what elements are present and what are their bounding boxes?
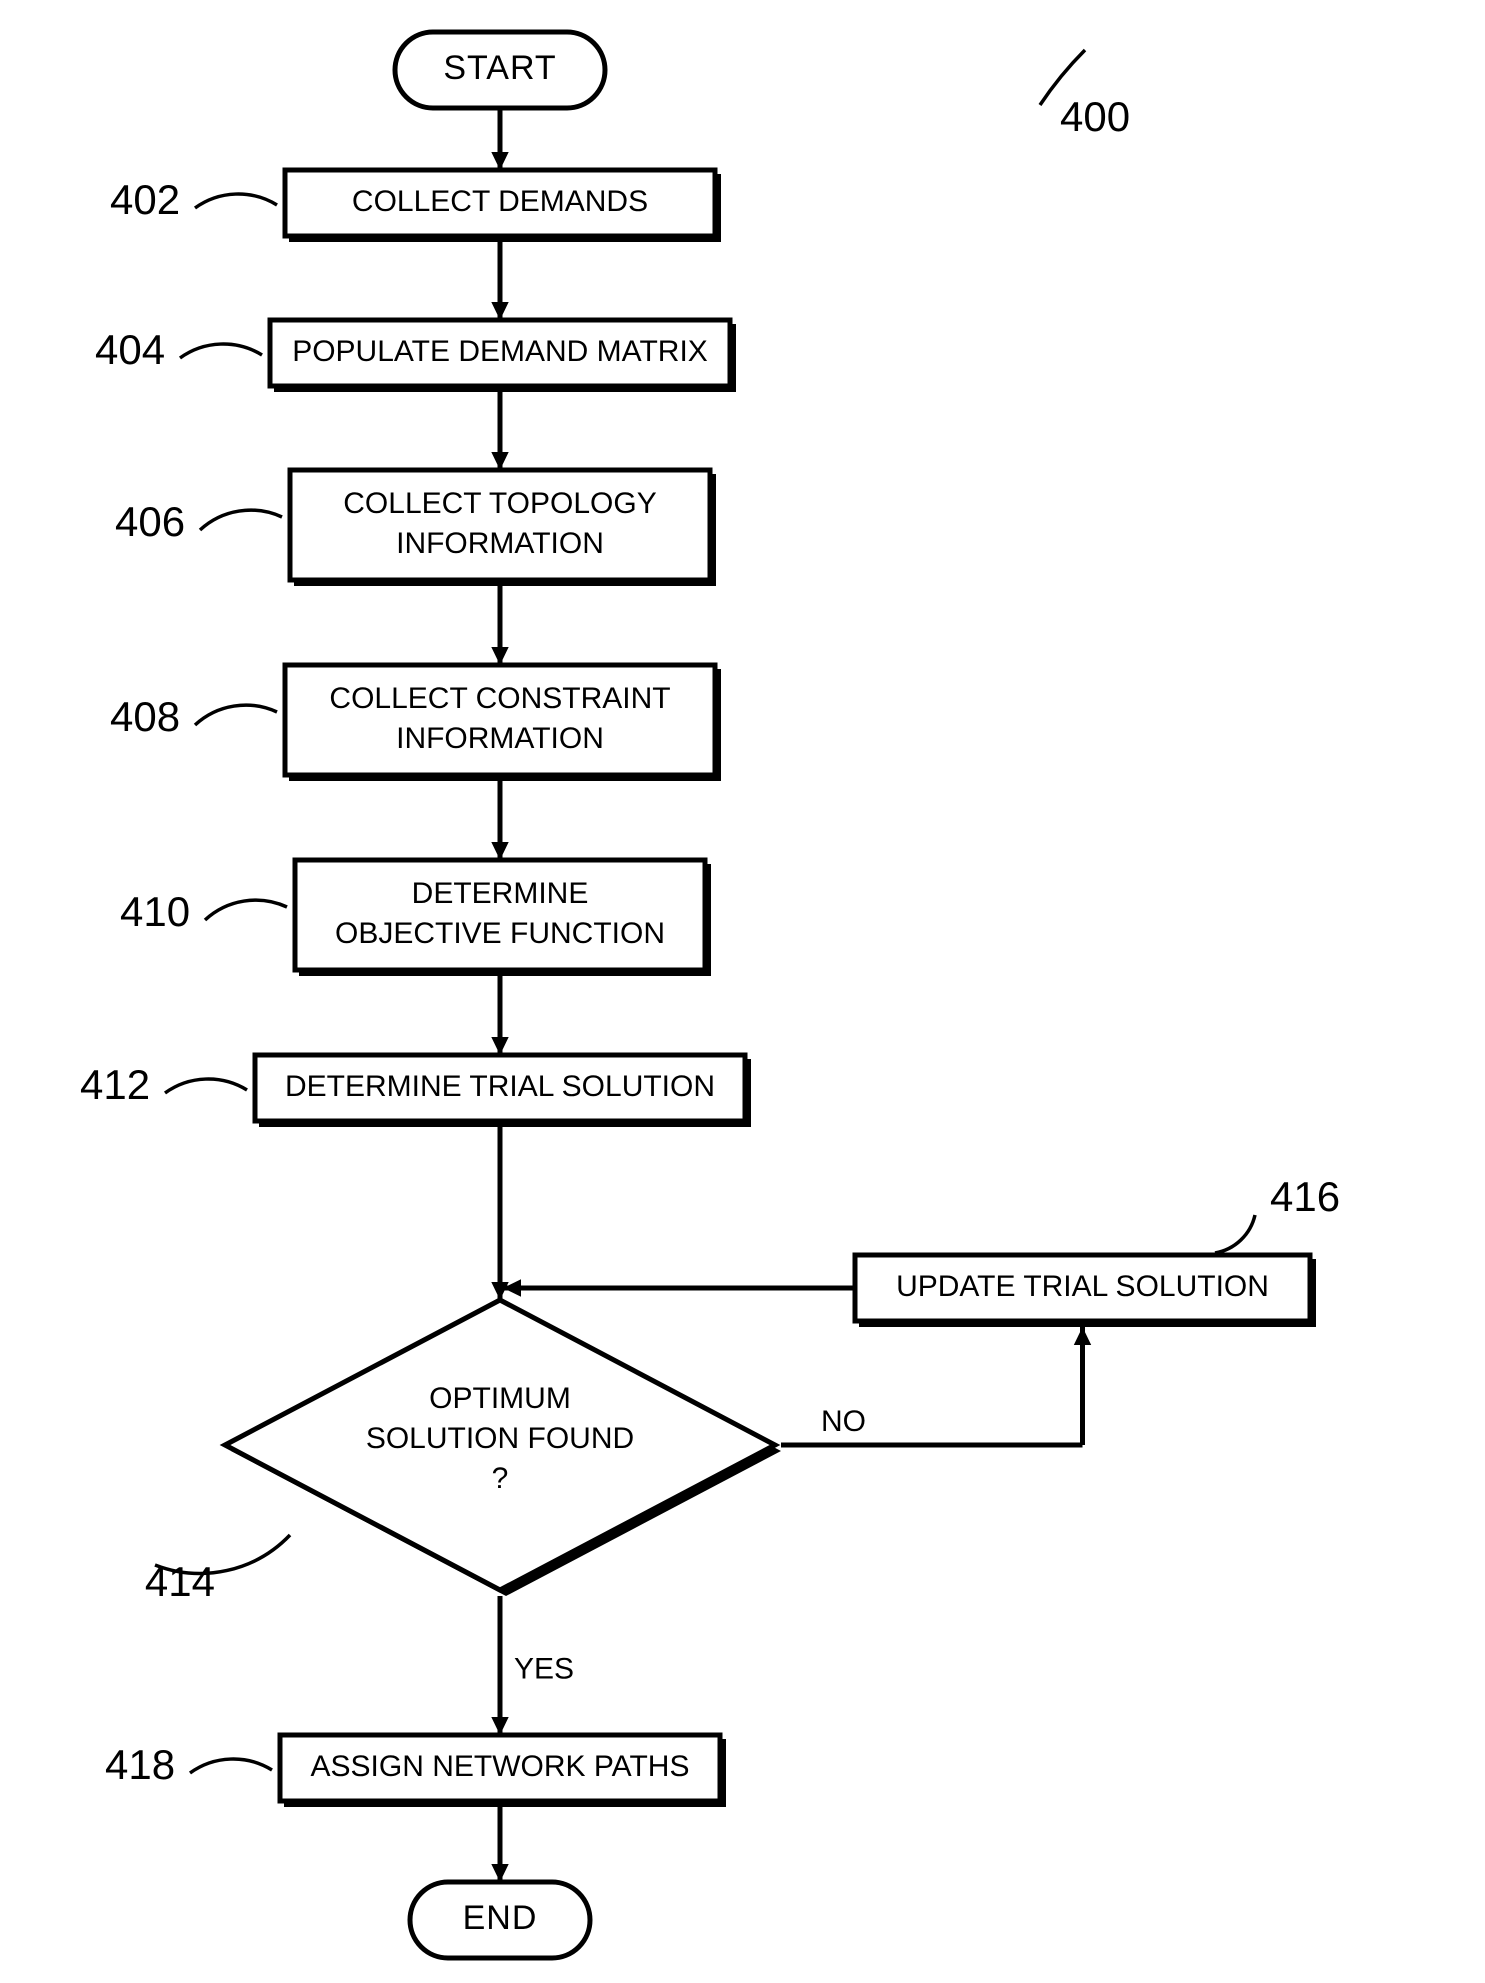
ref-label: 402: [110, 176, 180, 223]
svg-text:COLLECT DEMANDS: COLLECT DEMANDS: [352, 185, 648, 218]
flowchart: START END COLLECT DEMANDS POPULATE DEMAND M…: [0, 0, 1485, 1983]
svg-text:DETERMINE TRIAL SOLUTION: DETERMINE TRIAL SOLUTION: [285, 1070, 715, 1103]
svg-text:END: END: [463, 1899, 538, 1937]
svg-text:INFORMATION: INFORMATION: [396, 527, 604, 560]
ref-label: 408: [110, 693, 180, 740]
svg-text:OPTIMUM: OPTIMUM: [429, 1382, 571, 1415]
svg-text:POPULATE DEMAND MATRIX: POPULATE DEMAND MATRIX: [292, 335, 708, 368]
svg-text:START: START: [443, 49, 556, 87]
ref-label: 412: [80, 1061, 150, 1108]
ref-label: 410: [120, 888, 190, 935]
ref-label: 416: [1270, 1173, 1340, 1220]
ref-label: 406: [115, 498, 185, 545]
svg-text:COLLECT CONSTRAINT: COLLECT CONSTRAINT: [329, 682, 670, 715]
svg-text:ASSIGN NETWORK PATHS: ASSIGN NETWORK PATHS: [311, 1750, 690, 1783]
svg-text:COLLECT TOPOLOGY: COLLECT TOPOLOGY: [343, 487, 656, 520]
svg-text:INFORMATION: INFORMATION: [396, 722, 604, 755]
svg-text:UPDATE TRIAL SOLUTION: UPDATE TRIAL SOLUTION: [896, 1270, 1269, 1303]
svg-text:OBJECTIVE FUNCTION: OBJECTIVE FUNCTION: [335, 917, 665, 950]
svg-text:SOLUTION FOUND: SOLUTION FOUND: [366, 1422, 634, 1455]
svg-text:DETERMINE: DETERMINE: [412, 877, 589, 910]
svg-text:?: ?: [492, 1462, 509, 1495]
edge-label-no: NO: [821, 1405, 866, 1438]
ref-label: 404: [95, 326, 165, 373]
edge-label-yes: YES: [514, 1652, 574, 1685]
ref-label: 400: [1060, 93, 1130, 140]
ref-label: 418: [105, 1741, 175, 1788]
